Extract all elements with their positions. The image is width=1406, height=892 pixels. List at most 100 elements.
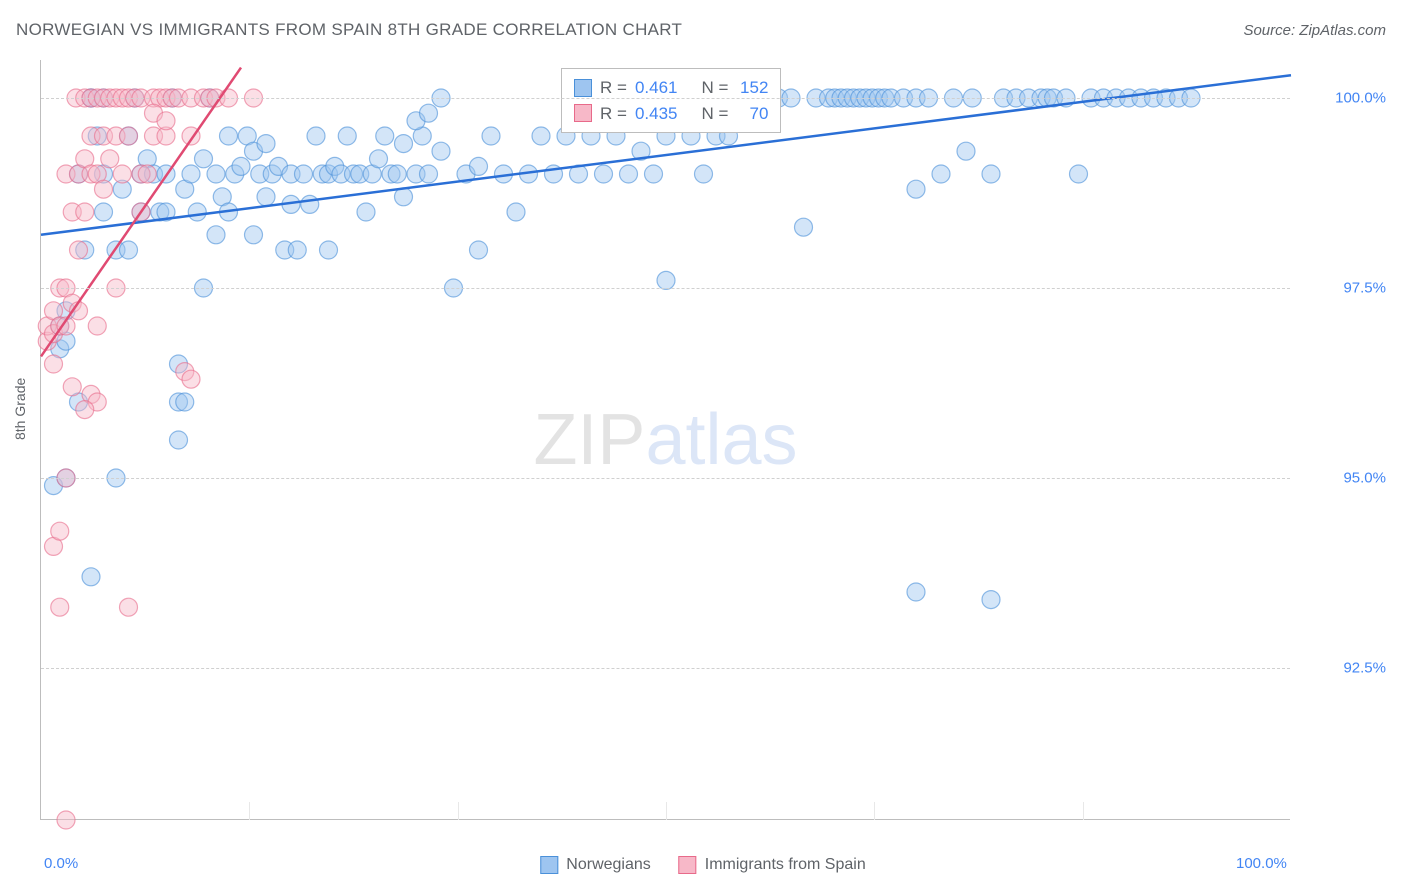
scatter-point: [320, 241, 338, 259]
scatter-point: [432, 142, 450, 160]
scatter-point: [288, 241, 306, 259]
scatter-point: [695, 165, 713, 183]
scatter-point: [176, 393, 194, 411]
legend-label: Immigrants from Spain: [705, 856, 866, 874]
scatter-point: [51, 598, 69, 616]
scatter-point: [982, 591, 1000, 609]
scatter-point: [51, 522, 69, 540]
gridline-h: [41, 98, 1290, 99]
scatter-point: [420, 165, 438, 183]
scatter-point: [1070, 165, 1088, 183]
chart-title: NORWEGIAN VS IMMIGRANTS FROM SPAIN 8TH G…: [16, 20, 682, 40]
scatter-point: [120, 241, 138, 259]
scatter-point: [907, 583, 925, 601]
legend-r-label: R =: [600, 101, 627, 127]
y-tick-label: 92.5%: [1343, 660, 1386, 677]
scatter-point: [63, 378, 81, 396]
y-tick-label: 97.5%: [1343, 280, 1386, 297]
legend-label: Norwegians: [566, 856, 650, 874]
legend-swatch: [574, 104, 592, 122]
scatter-point: [82, 568, 100, 586]
gridline-h: [41, 668, 1290, 669]
legend-row: R = 0.435 N = 70: [574, 101, 768, 127]
scatter-point: [70, 241, 88, 259]
plot-area: ZIPatlas R =0.461N =152R =0.435N =70: [40, 60, 1290, 820]
legend-r-label: R =: [600, 75, 627, 101]
scatter-point: [182, 165, 200, 183]
scatter-point: [507, 203, 525, 221]
scatter-point: [120, 598, 138, 616]
scatter-point: [57, 811, 75, 829]
scatter-point: [595, 165, 613, 183]
gridline-v: [874, 802, 875, 820]
legend-swatch: [540, 856, 558, 874]
scatter-svg: [41, 60, 1290, 819]
legend-item: Norwegians: [540, 856, 650, 874]
scatter-point: [357, 203, 375, 221]
gridline-h: [41, 288, 1290, 289]
scatter-point: [307, 127, 325, 145]
scatter-point: [932, 165, 950, 183]
scatter-point: [376, 127, 394, 145]
scatter-point: [257, 188, 275, 206]
y-axis-label: 8th Grade: [12, 378, 28, 440]
scatter-point: [207, 165, 225, 183]
scatter-point: [420, 104, 438, 122]
legend-swatch: [679, 856, 697, 874]
scatter-point: [120, 127, 138, 145]
series-legend: Norwegians Immigrants from Spain: [540, 856, 865, 874]
scatter-point: [470, 157, 488, 175]
legend-r-value: 0.435: [635, 101, 678, 127]
scatter-point: [645, 165, 663, 183]
legend-row: R = 0.461 N = 152: [574, 75, 768, 101]
scatter-point: [101, 150, 119, 168]
gridline-h: [41, 478, 1290, 479]
y-tick-label: 95.0%: [1343, 470, 1386, 487]
scatter-point: [220, 127, 238, 145]
gridline-v: [666, 802, 667, 820]
scatter-point: [95, 203, 113, 221]
scatter-point: [388, 165, 406, 183]
scatter-point: [532, 127, 550, 145]
scatter-point: [207, 226, 225, 244]
scatter-point: [76, 401, 94, 419]
scatter-point: [957, 142, 975, 160]
scatter-point: [195, 150, 213, 168]
scatter-point: [245, 226, 263, 244]
scatter-point: [45, 355, 63, 373]
legend-n-value: 70: [736, 101, 768, 127]
scatter-point: [620, 165, 638, 183]
legend-n-label: N =: [701, 101, 728, 127]
correlation-legend: R = 0.461 N = 152 R = 0.435 N = 70: [561, 68, 781, 133]
scatter-point: [470, 241, 488, 259]
scatter-point: [157, 112, 175, 130]
scatter-point: [982, 165, 1000, 183]
scatter-point: [88, 317, 106, 335]
legend-n-label: N =: [701, 75, 728, 101]
y-tick-label: 100.0%: [1335, 90, 1386, 107]
scatter-point: [113, 165, 131, 183]
legend-r-value: 0.461: [635, 75, 678, 101]
scatter-point: [95, 180, 113, 198]
legend-n-value: 152: [736, 75, 768, 101]
scatter-point: [795, 218, 813, 236]
scatter-point: [338, 127, 356, 145]
legend-swatch: [574, 79, 592, 97]
scatter-point: [295, 165, 313, 183]
scatter-point: [301, 195, 319, 213]
legend-item: Immigrants from Spain: [679, 856, 866, 874]
scatter-point: [232, 157, 250, 175]
scatter-point: [170, 431, 188, 449]
scatter-point: [482, 127, 500, 145]
gridline-v: [458, 802, 459, 820]
scatter-point: [76, 203, 94, 221]
scatter-point: [907, 180, 925, 198]
x-tick-label: 0.0%: [44, 855, 78, 872]
scatter-point: [657, 271, 675, 289]
gridline-v: [249, 802, 250, 820]
scatter-point: [188, 203, 206, 221]
x-tick-label: 100.0%: [1236, 855, 1287, 872]
scatter-point: [257, 135, 275, 153]
scatter-point: [370, 150, 388, 168]
chart-container: NORWEGIAN VS IMMIGRANTS FROM SPAIN 8TH G…: [0, 0, 1406, 892]
